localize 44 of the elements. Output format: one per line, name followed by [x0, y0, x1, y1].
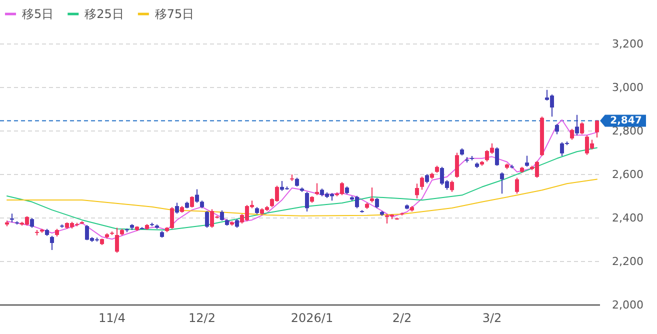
x-tick-label: 2/2 [392, 311, 412, 325]
ref-line-label: 2,847 [610, 115, 642, 126]
candlestick [455, 152, 459, 178]
x-tick-label: 11/4 [98, 311, 126, 325]
candlestick [450, 180, 454, 192]
y-tick-label: 3,200 [612, 38, 644, 50]
y-tick-label: 2,600 [612, 168, 644, 181]
candlestick [420, 176, 424, 190]
candlestick [115, 227, 119, 254]
candlestick [375, 197, 379, 209]
y-tick-label: 2,000 [612, 298, 644, 312]
candlestick [370, 187, 374, 203]
candlestick [315, 182, 319, 196]
candlestick [305, 191, 309, 212]
legend-label: 移75日 [154, 7, 194, 21]
ref-label: 2,847 [600, 114, 646, 127]
candlestick [170, 206, 174, 230]
y-tick-label: 2,400 [612, 212, 644, 224]
candlestick [205, 210, 209, 228]
x-tick-label: 12/2 [188, 311, 216, 325]
candlestick [495, 146, 499, 166]
candlestick [515, 177, 519, 194]
legend-label: 移5日 [22, 7, 54, 21]
candlestick [220, 210, 224, 222]
candlestick [575, 114, 579, 136]
candlestick [190, 196, 194, 208]
y-tick-label: 2,800 [612, 124, 644, 138]
candlestick [30, 218, 34, 228]
candlestick [425, 174, 429, 184]
candlestick [500, 172, 504, 194]
candlestick [595, 120, 599, 138]
candlestick [415, 183, 419, 199]
y-tick-label: 3,000 [612, 81, 644, 94]
candlestick [570, 128, 574, 140]
x-tick-label: 3/2 [482, 311, 502, 325]
legend-label: 移25日 [84, 7, 124, 21]
y-tick-label: 2,200 [612, 255, 644, 268]
candlestick [555, 124, 559, 135]
candlestick [580, 122, 584, 135]
candlestick [50, 235, 54, 250]
x-tick-label: 2026/1 [290, 311, 334, 325]
candlestick [525, 155, 529, 168]
candlestick [175, 202, 179, 214]
candlestick [195, 188, 199, 204]
